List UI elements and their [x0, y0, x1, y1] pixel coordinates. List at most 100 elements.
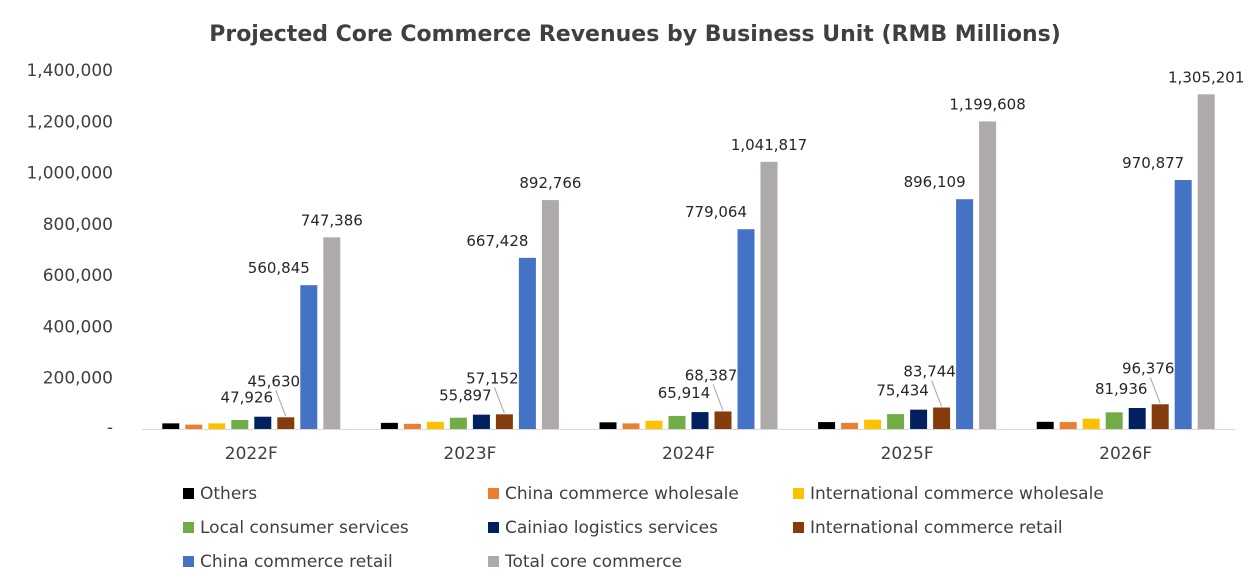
bar-china-commerce-wholesale — [1059, 422, 1077, 429]
x-tick-label: 2024F — [662, 444, 715, 464]
data-label-cainiao-logistics-services: 75,434 — [876, 382, 929, 400]
bar-china-commerce-wholesale — [622, 423, 640, 429]
bar-china-commerce-retail — [956, 199, 974, 429]
bar-international-commerce-wholesale — [208, 423, 226, 429]
data-label-total-core-commerce: 892,766 — [519, 174, 581, 192]
legend-swatch-others — [183, 488, 194, 499]
bar-international-commerce-wholesale — [426, 421, 444, 429]
bar-china-commerce-retail — [300, 285, 318, 429]
bar-others — [380, 422, 398, 429]
bar-international-commerce-retail — [933, 407, 951, 429]
legend-swatch-total-core-commerce — [488, 556, 499, 567]
bar-total-core-commerce — [979, 121, 997, 429]
data-label-international-commerce-retail: 83,744 — [903, 363, 956, 381]
data-label-cainiao-logistics-services: 81,936 — [1095, 380, 1148, 398]
chart-title: Projected Core Commerce Revenues by Busi… — [209, 22, 1061, 47]
data-label-china-commerce-retail: 896,109 — [904, 173, 966, 191]
y-tick-label: 400,000 — [43, 317, 113, 337]
y-tick-label: 1,000,000 — [26, 164, 113, 184]
data-label-cainiao-logistics-services: 65,914 — [658, 384, 711, 402]
bar-others — [162, 423, 180, 429]
legend-swatch-cainiao-logistics-services — [488, 522, 499, 533]
legend-swatch-china-commerce-retail — [183, 556, 194, 567]
bar-china-commerce-retail — [737, 229, 755, 429]
bar-china-commerce-retail — [518, 257, 536, 429]
data-label-total-core-commerce: 1,199,608 — [949, 95, 1025, 113]
bar-international-commerce-retail — [1151, 404, 1169, 429]
bar-local-consumer-services — [1105, 412, 1123, 429]
data-label-cainiao-logistics-services: 55,897 — [439, 387, 492, 405]
data-label-leader-line — [275, 390, 287, 417]
bar-total-core-commerce — [323, 237, 341, 429]
legend-label: Total core commerce — [504, 552, 682, 572]
bar-local-consumer-services — [887, 414, 905, 429]
legend-swatch-international-commerce-wholesale — [793, 488, 804, 499]
legend-label: China commerce retail — [200, 552, 393, 572]
bar-others — [599, 422, 617, 429]
legend: Others China commerce wholesale Internatio… — [183, 484, 1104, 572]
x-tick-label: 2022F — [225, 444, 278, 464]
y-tick-label: 200,000 — [43, 369, 113, 389]
bar-international-commerce-wholesale — [1082, 418, 1100, 429]
data-label-international-commerce-retail: 57,152 — [466, 369, 519, 387]
bar-local-consumer-services — [449, 417, 467, 429]
data-label-china-commerce-retail: 970,877 — [1122, 154, 1184, 172]
bar-china-commerce-wholesale — [841, 422, 859, 429]
bar-local-consumer-services — [231, 420, 249, 429]
legend-label: International commerce wholesale — [810, 484, 1104, 504]
data-label-total-core-commerce: 1,041,817 — [731, 136, 807, 154]
data-label-leader-line — [931, 380, 943, 407]
data-label-international-commerce-retail: 45,630 — [248, 372, 301, 390]
data-label-international-commerce-retail: 68,387 — [685, 366, 738, 384]
data-label-leader-line — [712, 384, 724, 411]
x-tick-label: 2023F — [443, 444, 496, 464]
bar-cainiao-logistics-services — [1128, 407, 1146, 429]
bar-cainiao-logistics-services — [691, 412, 709, 429]
data-label-leader-line — [1149, 377, 1161, 404]
legend-label: Others — [200, 484, 257, 504]
bars — [162, 94, 1215, 429]
y-tick-label: - — [107, 418, 113, 438]
y-tick-label: 1,400,000 — [26, 61, 113, 81]
y-tick-label: 600,000 — [43, 266, 113, 286]
bar-local-consumer-services — [668, 415, 686, 429]
bar-international-commerce-retail — [714, 411, 732, 429]
bar-cainiao-logistics-services — [910, 409, 928, 429]
bar-china-commerce-wholesale — [185, 424, 203, 429]
data-label-china-commerce-retail: 560,845 — [248, 259, 310, 277]
y-tick-label: 1,200,000 — [26, 112, 113, 132]
bar-others — [818, 422, 836, 429]
legend-swatch-china-commerce-wholesale — [488, 488, 499, 499]
x-axis: 2022F 2023F 2024F 2025F 2026F — [142, 429, 1235, 464]
bar-china-commerce-retail — [1174, 180, 1192, 429]
bar-total-core-commerce — [541, 200, 559, 429]
legend-label: International commerce retail — [810, 518, 1063, 538]
bar-international-commerce-wholesale — [864, 419, 882, 429]
bar-cainiao-logistics-services — [472, 414, 490, 429]
bar-cainiao-logistics-services — [254, 416, 272, 429]
x-tick-label: 2026F — [1099, 444, 1152, 464]
legend-label: Local consumer services — [200, 518, 409, 538]
data-label-china-commerce-retail: 779,064 — [685, 203, 747, 221]
data-label-cainiao-logistics-services: 47,926 — [221, 389, 274, 407]
legend-swatch-local-consumer-services — [183, 522, 194, 533]
bar-others — [1036, 421, 1054, 429]
data-label-leader-line — [493, 387, 505, 414]
bar-international-commerce-retail — [495, 414, 513, 429]
x-tick-label: 2025F — [881, 444, 934, 464]
bar-total-core-commerce — [760, 161, 778, 429]
bar-china-commerce-wholesale — [403, 423, 421, 429]
legend-label: Cainiao logistics services — [505, 518, 718, 538]
data-label-international-commerce-retail: 96,376 — [1122, 359, 1175, 377]
data-label-china-commerce-retail: 667,428 — [466, 232, 528, 250]
bar-international-commerce-wholesale — [645, 420, 663, 429]
legend-label: China commerce wholesale — [505, 484, 739, 504]
legend-swatch-international-commerce-retail — [793, 522, 804, 533]
y-tick-label: 800,000 — [43, 215, 113, 235]
y-axis: - 200,000 400,000 600,000 800,000 1,000,000 1,… — [26, 61, 113, 438]
bar-total-core-commerce — [1197, 94, 1215, 429]
data-label-total-core-commerce: 747,386 — [301, 211, 363, 229]
